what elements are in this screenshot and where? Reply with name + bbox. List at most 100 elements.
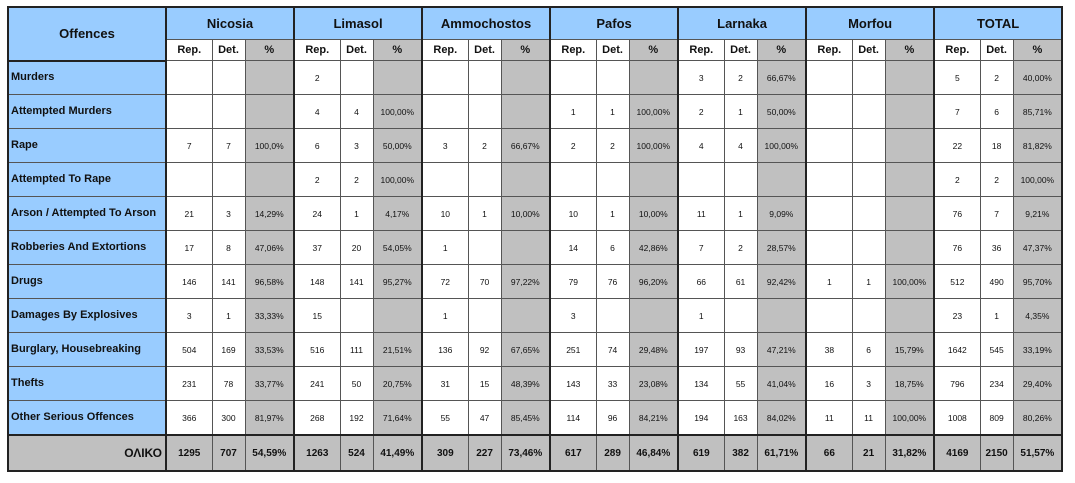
pct-cell: [884, 162, 936, 197]
det-cell: 78: [211, 366, 246, 401]
table-row: Thefts 231 78 33,77% 241 50 20,75% 31 15 48,39% 14…: [7, 366, 1064, 401]
offence-label: Burglary, Housebreaking: [7, 332, 167, 367]
pct-cell: [244, 94, 296, 129]
det-cell: 3: [339, 128, 374, 163]
offence-label: Murders: [7, 60, 167, 95]
det-cell: [851, 94, 886, 129]
rep-cell: 231: [165, 366, 213, 401]
region-header-limasol: Limasol: [293, 6, 424, 40]
pct-cell: [884, 94, 936, 129]
rep-cell: 504: [165, 332, 213, 367]
rep-cell: 194: [677, 400, 725, 436]
table-row: Damages By Explosives 3 1 33,33% 15 1 3 1 23 1 4,3…: [7, 298, 1064, 333]
pct-cell: 41,04%: [756, 366, 808, 401]
rep-cell: [421, 60, 469, 95]
rep-cell: 143: [549, 366, 597, 401]
table-row: Attempted Murders 4 4 100,00% 1 1 100,00% 2 1 50,…: [7, 94, 1064, 129]
region-header-ammochostos: Ammochostos: [421, 6, 552, 40]
det-cell: 2: [467, 128, 502, 163]
rep-cell: [805, 196, 853, 231]
region-header-larnaka: Larnaka: [677, 6, 808, 40]
det-cell: [723, 162, 758, 197]
rep-cell: 617: [549, 434, 597, 472]
rep-cell: 1: [677, 298, 725, 333]
det-cell: 1: [851, 264, 886, 299]
pct-cell: 47,06%: [244, 230, 296, 265]
det-cell: 4: [723, 128, 758, 163]
region-header-nicosia: Nicosia: [164, 6, 296, 40]
rep-cell: 72: [421, 264, 469, 299]
pct-cell: 47,37%: [1012, 230, 1064, 265]
pct-cell: 81,82%: [1012, 128, 1064, 163]
rep-cell: 148: [293, 264, 341, 299]
pct-cell: 80,26%: [1012, 400, 1064, 436]
det-cell: 192: [339, 400, 374, 436]
rep-cell: 1008: [933, 400, 981, 436]
det-cell: [595, 60, 630, 95]
det-cell: 1: [339, 196, 374, 231]
pct-cell: 100,0%: [244, 128, 296, 163]
det-cell: 2: [979, 60, 1014, 95]
pct-cell: [628, 162, 680, 197]
pct-subheader: %: [628, 39, 680, 61]
pct-cell: [244, 162, 296, 197]
det-cell: 1: [723, 196, 758, 231]
rep-cell: 2: [933, 162, 981, 197]
pct-subheader: %: [244, 39, 296, 61]
pct-cell: 33,19%: [1012, 332, 1064, 367]
rep-cell: 197: [677, 332, 725, 367]
rep-cell: [165, 60, 213, 95]
total-label: ΟΛΙΚΟ: [7, 434, 167, 472]
pct-cell: 100,00%: [756, 128, 808, 163]
rep-cell: 619: [677, 434, 725, 472]
det-cell: 1: [595, 94, 630, 129]
offences-header: Offences: [7, 6, 167, 62]
det-cell: [595, 298, 630, 333]
pct-cell: [500, 162, 552, 197]
det-cell: 55: [723, 366, 758, 401]
rep-cell: 1: [805, 264, 853, 299]
pct-cell: 50,00%: [372, 128, 424, 163]
det-cell: 1: [723, 94, 758, 129]
pct-subheader: %: [372, 39, 424, 61]
pct-cell: 95,70%: [1012, 264, 1064, 299]
pct-cell: 100,00%: [1012, 162, 1064, 197]
det-cell: 2: [339, 162, 374, 197]
total-row: ΟΛΙΚΟ 1295 707 54,59% 1263 524 41,49% 309 227 73,…: [7, 434, 1064, 472]
det-cell: 545: [979, 332, 1014, 367]
det-cell: 70: [467, 264, 502, 299]
pct-cell: [884, 298, 936, 333]
det-cell: 6: [595, 230, 630, 265]
rep-cell: 7: [677, 230, 725, 265]
pct-cell: [244, 60, 296, 95]
det-cell: [851, 128, 886, 163]
pct-cell: 23,08%: [628, 366, 680, 401]
pct-cell: 66,67%: [756, 60, 808, 95]
offences-statistics-table: Offences Nicosia Limasol Ammochostos Pafos L…: [7, 6, 1064, 472]
pct-cell: 100,00%: [372, 94, 424, 129]
rep-cell: [677, 162, 725, 197]
det-cell: [467, 94, 502, 129]
det-cell: 21: [851, 434, 886, 472]
pct-cell: 95,27%: [372, 264, 424, 299]
rep-subheader: Rep.: [933, 39, 981, 61]
rep-cell: 14: [549, 230, 597, 265]
pct-cell: 96,58%: [244, 264, 296, 299]
rep-cell: 7: [933, 94, 981, 129]
det-cell: 163: [723, 400, 758, 436]
table-row: Attempted To Rape 2 2 100,00% 2 2 100,00%: [7, 162, 1064, 197]
pct-cell: 9,09%: [756, 196, 808, 231]
rep-cell: 136: [421, 332, 469, 367]
pct-cell: 84,21%: [628, 400, 680, 436]
rep-cell: [165, 94, 213, 129]
pct-subheader: %: [884, 39, 936, 61]
pct-cell: [500, 94, 552, 129]
rep-cell: 3: [677, 60, 725, 95]
rep-cell: 4: [677, 128, 725, 163]
det-cell: 61: [723, 264, 758, 299]
det-cell: 1: [595, 196, 630, 231]
rep-cell: 1: [421, 298, 469, 333]
pct-cell: 66,67%: [500, 128, 552, 163]
pct-cell: 18,75%: [884, 366, 936, 401]
det-cell: [211, 162, 246, 197]
